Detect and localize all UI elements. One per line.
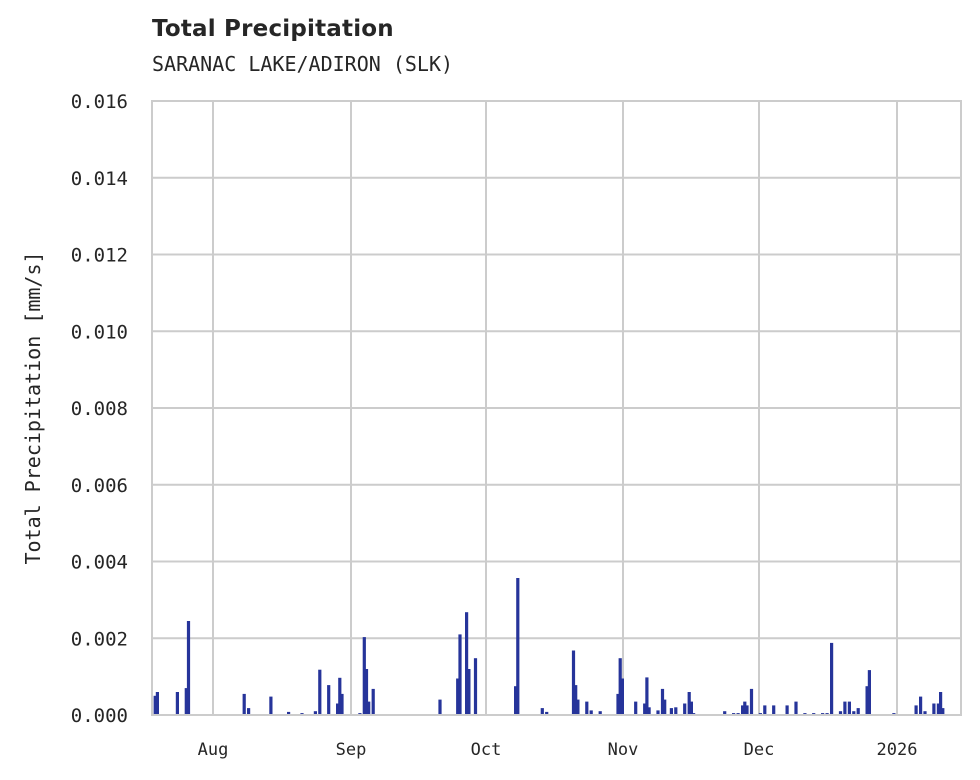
- y-tick-label: 0.016: [71, 91, 128, 113]
- precip-bar: [571, 650, 576, 715]
- precip-bar: [155, 692, 159, 715]
- precip-bar: [589, 710, 593, 715]
- x-tick-label: Dec: [744, 740, 775, 760]
- precip-bar: [663, 699, 667, 715]
- x-axis-ticks: Aug Sep Oct Nov Dec 2026: [198, 740, 918, 760]
- x-tick-label: Sep: [336, 740, 367, 760]
- precip-bar: [647, 707, 651, 715]
- y-tick-label: 0.010: [71, 321, 128, 343]
- precip-bar: [687, 692, 691, 715]
- data-series: [153, 578, 945, 715]
- y-axis-ticks: 0.000 0.002 0.004 0.006 0.008 0.010 0.012 0.014…: [71, 91, 128, 727]
- precip-bar: [620, 678, 624, 715]
- precip-bar: [865, 686, 869, 715]
- precip-bar: [616, 693, 620, 715]
- precip-bar: [932, 703, 936, 715]
- precip-bar: [247, 708, 251, 715]
- precip-bar: [545, 711, 549, 715]
- precip-bar: [838, 711, 843, 715]
- precip-bar: [723, 711, 727, 715]
- precip-bar: [473, 658, 478, 715]
- y-tick-label: 0.002: [71, 628, 128, 650]
- y-tick-label: 0.014: [71, 168, 128, 190]
- precip-bar: [540, 708, 544, 715]
- precip-bar: [683, 703, 687, 715]
- precip-bar: [175, 692, 179, 715]
- y-tick-label: 0.004: [71, 552, 128, 574]
- precip-bar: [313, 711, 317, 715]
- precip-bar: [674, 707, 678, 715]
- plot-frame: [151, 100, 962, 716]
- precip-bar: [456, 678, 460, 715]
- precip-bar: [585, 701, 589, 715]
- precip-bar: [914, 705, 918, 715]
- precip-bar: [467, 669, 471, 715]
- precip-bar: [438, 699, 442, 715]
- precip-bar: [340, 693, 344, 715]
- precip-bar: [660, 688, 665, 715]
- precip-bar: [338, 677, 342, 715]
- precip-bar: [367, 701, 371, 715]
- precip-bar: [923, 711, 927, 715]
- x-tick-label: Aug: [198, 740, 229, 760]
- precip-bar: [772, 705, 776, 715]
- precip-bar: [939, 692, 943, 715]
- grid-lines: [152, 100, 961, 716]
- precip-bar: [689, 701, 693, 715]
- precip-bar: [867, 670, 871, 715]
- precip-bar: [336, 703, 340, 715]
- x-tick-label: 2026: [877, 740, 918, 760]
- precip-bar: [634, 701, 638, 715]
- precip-bar: [669, 708, 673, 715]
- precip-bar: [318, 669, 322, 715]
- x-tick-label: Nov: [608, 740, 639, 760]
- precip-bar: [153, 695, 157, 715]
- y-tick-label: 0.006: [71, 475, 128, 497]
- precip-bar: [576, 699, 580, 715]
- precip-bar: [785, 705, 789, 715]
- precip-bar: [327, 685, 331, 715]
- precip-bar: [514, 686, 518, 715]
- precip-bar: [847, 701, 851, 715]
- precip-bar: [763, 705, 767, 715]
- precip-bar: [856, 708, 860, 715]
- precip-bar: [362, 637, 366, 715]
- precip-bar: [516, 578, 520, 715]
- precip-bar: [184, 688, 188, 715]
- y-tick-label: 0.000: [71, 705, 128, 727]
- precip-bar: [936, 703, 940, 715]
- x-tick-label: Oct: [471, 740, 502, 760]
- precip-bar: [852, 711, 856, 715]
- y-axis-label: Total Precipitation [mm/s]: [21, 251, 45, 564]
- precip-bar: [741, 705, 745, 715]
- precip-bar: [574, 685, 578, 715]
- precip-bar: [269, 696, 273, 715]
- precip-bar: [465, 612, 469, 715]
- precip-bar: [458, 634, 462, 715]
- precip-bar: [645, 677, 649, 715]
- precip-bar: [242, 693, 246, 715]
- y-tick-label: 0.008: [71, 398, 128, 420]
- precip-bar: [643, 703, 647, 715]
- precip-bar: [598, 711, 602, 715]
- precip-bar: [371, 688, 375, 715]
- precip-bar: [743, 701, 747, 715]
- precip-bar: [618, 658, 622, 715]
- precip-bar: [364, 669, 369, 715]
- chart-title: Total Precipitation: [152, 16, 394, 42]
- precip-bar: [843, 701, 847, 715]
- precip-bar: [287, 711, 291, 715]
- precip-bar: [186, 621, 191, 715]
- precip-bar: [794, 701, 798, 715]
- precip-bar: [745, 705, 749, 715]
- precip-bar: [830, 642, 834, 715]
- precip-bar: [941, 708, 945, 715]
- y-tick-label: 0.012: [71, 245, 128, 267]
- precip-bar: [919, 696, 923, 715]
- chart-subtitle: SARANAC LAKE/ADIRON (SLK): [152, 52, 454, 76]
- precip-bar: [749, 688, 754, 715]
- precip-bar: [656, 710, 660, 715]
